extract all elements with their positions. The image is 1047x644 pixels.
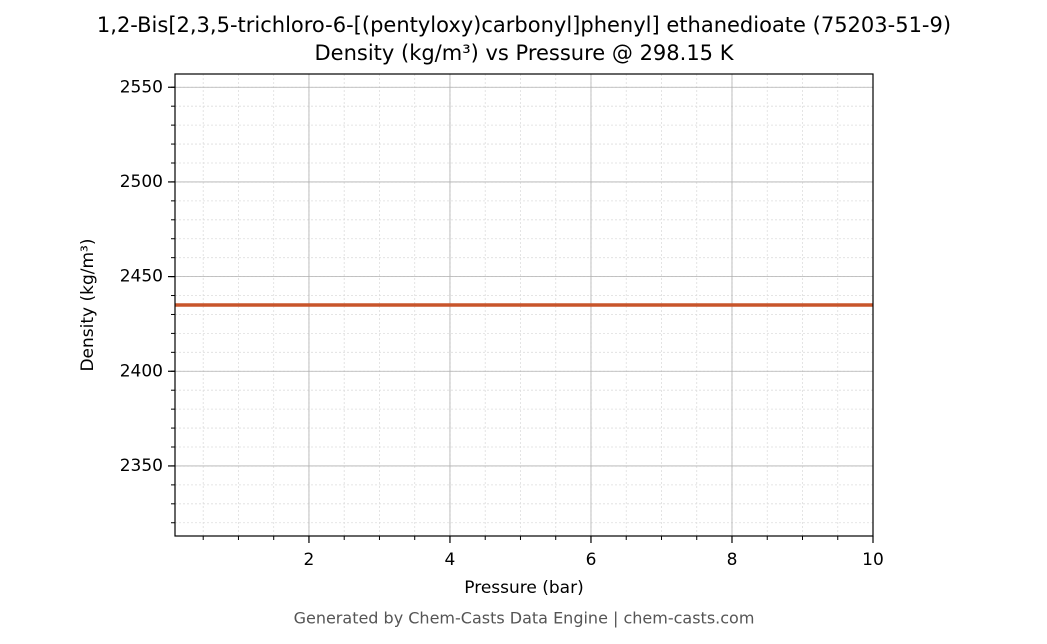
y-tick-label: 2550 <box>120 77 163 97</box>
x-axis-label: Pressure (bar) <box>464 578 583 598</box>
x-tick-label: 6 <box>586 550 597 570</box>
source-note: Generated by Chem-Casts Data Engine | ch… <box>294 609 755 628</box>
x-tick-label: 10 <box>862 550 884 570</box>
plot-frame <box>174 73 874 537</box>
y-axis-label: Density (kg/m³) <box>78 238 98 371</box>
chart-title: 1,2-Bis[2,3,5-trichloro-6-[(pentyloxy)ca… <box>97 13 951 37</box>
y-tick-label: 2450 <box>120 267 163 287</box>
x-tick-label: 2 <box>304 550 315 570</box>
y-tick-label: 2350 <box>120 456 163 476</box>
x-tick-label: 4 <box>445 550 456 570</box>
x-tick-label: 8 <box>727 550 738 570</box>
y-tick-label: 2500 <box>120 172 163 192</box>
y-tick-label: 2400 <box>120 361 163 381</box>
chart-subtitle: Density (kg/m³) vs Pressure @ 298.15 K <box>314 41 734 65</box>
